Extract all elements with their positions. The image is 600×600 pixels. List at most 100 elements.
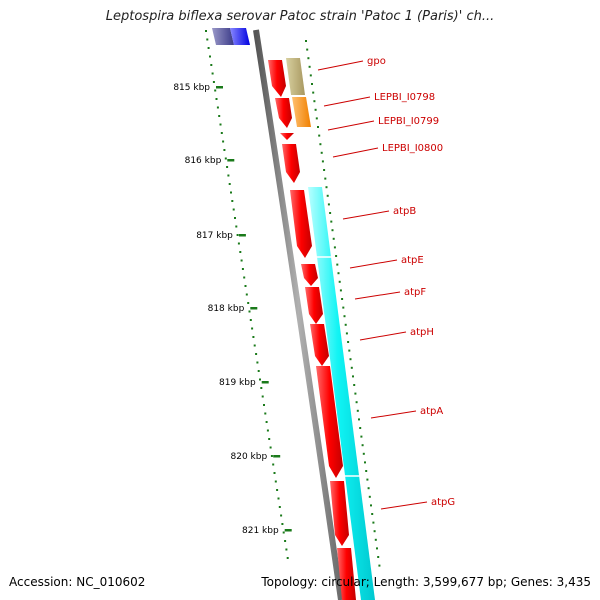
scale-dot [239, 251, 242, 253]
outer-ring-dot [313, 100, 316, 103]
scale-dot [215, 98, 218, 100]
outer-ring-dot [348, 349, 351, 352]
outer-ring-dot [350, 366, 353, 369]
cds-atpA [316, 366, 343, 478]
gene-label-atpA[interactable]: atpA [420, 406, 443, 417]
gene-label-LEPBI_I0800[interactable]: LEPBI_I0800 [382, 143, 443, 154]
scale-dot [227, 174, 230, 177]
scale-dot [249, 319, 252, 321]
outer-ring-dot [323, 169, 326, 171]
outer-ring-dot [372, 521, 375, 524]
scale-dot [264, 412, 267, 415]
outer-ring-dot [325, 186, 328, 189]
gene-label-atpB[interactable]: atpB [393, 206, 416, 217]
scale-dot [212, 81, 215, 83]
gene-label-atpG[interactable]: atpG [431, 497, 455, 508]
scale-dot [256, 361, 259, 364]
cds-lepbi-0799 [280, 133, 294, 140]
scale-dot [269, 446, 272, 449]
outer-ring-dot [374, 538, 377, 541]
outer-ring-dot [367, 487, 370, 490]
label-leader-LEPBI_I0800 [332, 147, 379, 158]
cds-lepbi-0798 [275, 98, 292, 128]
scale-dot [236, 234, 239, 236]
outer-ring-dot [370, 504, 372, 507]
outer-ring-dot [337, 272, 340, 275]
outer-ring-dot [341, 298, 344, 300]
scale-dot [231, 200, 234, 202]
scale-dot [277, 497, 280, 500]
gene-label-atpE[interactable]: atpE [401, 255, 424, 266]
outer-ring-dot [361, 444, 364, 447]
scale-dot [284, 540, 287, 542]
outer-ring-dot [309, 74, 312, 77]
scale-tick-label: 820 kbp [231, 452, 268, 462]
feature-gpo-olive [286, 58, 305, 95]
scale-dot [224, 157, 227, 160]
scale-dot [218, 115, 221, 117]
scale-dot [240, 259, 243, 262]
cds-atpB [290, 190, 312, 258]
label-leader-atpH [359, 331, 407, 341]
scale-dot [210, 64, 213, 66]
outer-ring-dot [324, 177, 327, 180]
scale-dot [235, 225, 238, 228]
gene-label-LEPBI_I0799[interactable]: LEPBI_I0799 [378, 116, 439, 127]
outer-ring-dot [319, 143, 322, 146]
scale-dot [220, 132, 223, 134]
scale-major-tick [261, 381, 269, 384]
scale-dot [266, 429, 269, 432]
label-leader-atpA [370, 410, 417, 419]
cds-lepbi-0800 [282, 144, 300, 183]
outer-ring-dot [377, 556, 380, 558]
outer-ring-dot [362, 452, 365, 455]
outer-ring-dot [354, 392, 357, 395]
outer-ring-dot [358, 418, 360, 421]
outer-ring-dot [336, 263, 339, 266]
outer-ring-dot [352, 375, 354, 378]
scale-dot [252, 336, 255, 338]
outer-ring-dot [371, 513, 374, 515]
cds-gpo [268, 60, 286, 97]
scale-dot [274, 480, 277, 483]
cds-atpF [305, 287, 323, 324]
gene-labels: gpo LEPBI_I0798 LEPBI_I0799 LEPBI_I0800 atpB… [317, 56, 455, 510]
outer-ring-dot [314, 108, 317, 111]
outer-ring-dot [308, 65, 311, 68]
outer-ring-dot [356, 409, 359, 412]
gene-label-gpo[interactable]: gpo [367, 56, 386, 67]
cds-atpH [310, 324, 329, 366]
gene-label-LEPBI_I0798[interactable]: LEPBI_I0798 [374, 92, 435, 103]
scale-major-tick [227, 159, 235, 162]
label-leader-atpG [380, 501, 428, 510]
outer-ring-dot [343, 315, 346, 318]
scale-dot [255, 353, 258, 355]
scale-dot [226, 166, 229, 168]
gene-label-atpH[interactable]: atpH [410, 327, 434, 338]
outer-ring-dot [378, 564, 381, 567]
feature-top-blue [230, 28, 250, 45]
outer-ring-dot [368, 495, 371, 498]
scale-dot [281, 523, 284, 525]
outer-ring-dot [342, 306, 345, 309]
outer-ring-dot [307, 57, 310, 60]
cds-next [337, 548, 356, 600]
cds-atpG [330, 481, 349, 546]
scale-dot [263, 404, 265, 406]
feature-lepbi-0798-orange [292, 97, 311, 127]
outer-ring-dot [339, 289, 342, 292]
outer-ring-dot [355, 401, 358, 404]
scale-dot [247, 302, 250, 304]
scale-dot [270, 455, 273, 457]
outer-ring-dot [360, 435, 363, 438]
scale-dot [285, 548, 288, 551]
scale-dot [241, 268, 244, 270]
cds-atpE [301, 264, 318, 286]
outer-ring-dot [353, 384, 356, 386]
scale-tick-label: 815 kbp [173, 83, 210, 93]
gene-label-atpF[interactable]: atpF [404, 287, 426, 298]
outer-ring-dot [333, 246, 336, 249]
genome-summary: Topology: circular; Length: 3,599,677 bp… [261, 575, 591, 589]
outer-ring-dot [344, 323, 347, 326]
scale-dot [219, 123, 222, 126]
